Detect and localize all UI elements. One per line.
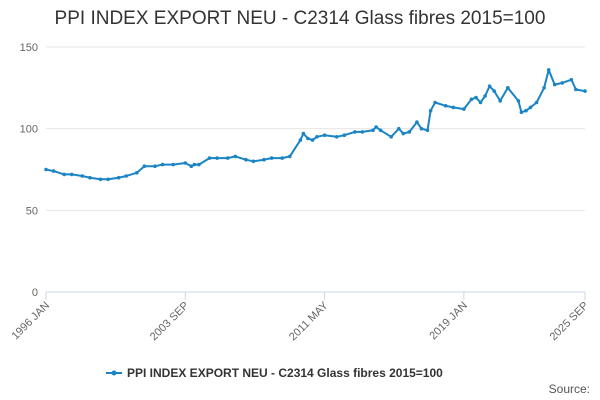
data-point[interactable] xyxy=(342,133,347,137)
data-point[interactable] xyxy=(451,105,456,110)
x-tick-label: 2025 SEP xyxy=(548,300,592,344)
data-point[interactable] xyxy=(183,161,188,165)
data-point[interactable] xyxy=(124,174,128,178)
data-point[interactable] xyxy=(474,95,478,100)
series-layer xyxy=(44,68,587,182)
x-tick-label: 2011 MAY xyxy=(287,299,331,343)
data-point[interactable] xyxy=(378,128,383,133)
data-point[interactable] xyxy=(288,154,292,159)
x-tick-label: 1996 JAN xyxy=(9,300,52,343)
axes: 0 50 100 150 1996 JAN 2003 SEP 2011 MAY 2019 JA… xyxy=(9,42,591,343)
data-point[interactable] xyxy=(298,138,303,142)
data-point[interactable] xyxy=(192,162,197,167)
data-point[interactable] xyxy=(301,131,306,136)
data-point[interactable] xyxy=(142,164,147,168)
data-point[interactable] xyxy=(233,154,238,159)
data-point[interactable] xyxy=(574,87,578,92)
data-point[interactable] xyxy=(244,157,248,162)
data-point[interactable] xyxy=(534,100,539,105)
data-point[interactable] xyxy=(269,156,274,160)
data-point[interactable] xyxy=(197,162,201,167)
data-point[interactable] xyxy=(492,89,497,93)
data-point[interactable] xyxy=(546,68,551,72)
data-point[interactable] xyxy=(583,89,587,93)
data-point[interactable] xyxy=(135,171,139,175)
data-point[interactable] xyxy=(207,156,212,160)
data-point[interactable] xyxy=(69,172,74,177)
data-point[interactable] xyxy=(560,81,565,85)
data-point[interactable] xyxy=(397,126,401,131)
data-point[interactable] xyxy=(469,97,474,102)
x-tick-label: 2019 JAN xyxy=(427,300,470,343)
data-point[interactable] xyxy=(306,136,310,141)
data-point[interactable] xyxy=(462,107,466,111)
data-point[interactable] xyxy=(483,94,487,98)
data-point[interactable] xyxy=(552,82,557,87)
y-tick-label: 100 xyxy=(20,124,38,136)
y-tick-label: 50 xyxy=(26,205,38,217)
data-point[interactable] xyxy=(519,110,524,115)
data-point[interactable] xyxy=(371,128,375,133)
data-point[interactable] xyxy=(569,77,574,82)
data-point[interactable] xyxy=(506,86,510,90)
x-tick-label: 2003 SEP xyxy=(148,300,192,344)
data-point[interactable] xyxy=(334,135,339,139)
data-point[interactable] xyxy=(498,99,503,103)
y-tick-label: 0 xyxy=(32,287,38,299)
data-point[interactable] xyxy=(251,159,256,164)
data-point[interactable] xyxy=(542,86,546,90)
data-point[interactable] xyxy=(160,162,165,167)
data-point[interactable] xyxy=(478,100,483,105)
data-point[interactable] xyxy=(80,174,85,178)
data-point[interactable] xyxy=(425,128,430,133)
data-point[interactable] xyxy=(528,105,533,110)
data-point[interactable] xyxy=(433,100,437,105)
legend-label: PPI INDEX EXPORT NEU - C2314 Glass fibre… xyxy=(127,366,443,380)
data-point[interactable] xyxy=(315,135,319,139)
data-point[interactable] xyxy=(51,169,56,173)
data-point[interactable] xyxy=(171,162,175,167)
legend[interactable]: PPI INDEX EXPORT NEU - C2314 Glass fibre… xyxy=(106,366,443,380)
data-point[interactable] xyxy=(116,175,121,180)
data-point[interactable] xyxy=(322,133,327,137)
data-point[interactable] xyxy=(225,156,230,160)
legend-point-marker xyxy=(111,370,117,376)
data-point[interactable] xyxy=(360,130,365,134)
data-point[interactable] xyxy=(419,126,424,131)
data-point[interactable] xyxy=(62,172,66,177)
data-point[interactable] xyxy=(98,177,103,182)
data-point[interactable] xyxy=(516,99,521,103)
data-point[interactable] xyxy=(262,157,266,162)
data-point[interactable] xyxy=(44,167,48,172)
data-point[interactable] xyxy=(374,125,378,129)
data-point[interactable] xyxy=(401,131,406,136)
series-line xyxy=(45,68,586,181)
data-point[interactable] xyxy=(415,120,419,124)
data-point[interactable] xyxy=(215,156,219,160)
data-point[interactable] xyxy=(389,135,394,139)
data-point[interactable] xyxy=(487,84,492,88)
credits-label[interactable]: Source: xyxy=(549,382,590,396)
data-point[interactable] xyxy=(407,130,412,134)
data-point[interactable] xyxy=(428,108,433,113)
data-point[interactable] xyxy=(443,104,448,108)
data-point[interactable] xyxy=(88,175,92,180)
data-point[interactable] xyxy=(280,156,285,160)
data-point[interactable] xyxy=(153,164,157,168)
data-point[interactable] xyxy=(189,164,194,168)
data-point[interactable] xyxy=(106,177,110,182)
grid-lines xyxy=(46,46,585,293)
chart-title: PPI INDEX EXPORT NEU - C2314 Glass fibre… xyxy=(54,8,546,29)
y-tick-label: 150 xyxy=(20,42,38,54)
data-point[interactable] xyxy=(524,108,528,113)
data-point[interactable] xyxy=(353,130,357,134)
data-point[interactable] xyxy=(310,138,315,142)
